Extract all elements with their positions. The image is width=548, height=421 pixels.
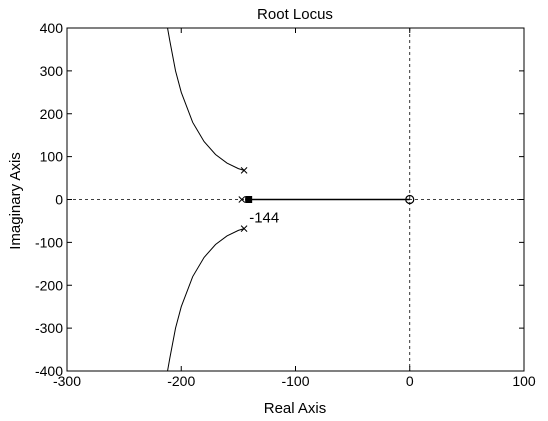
- x-tick-label: 100: [512, 373, 536, 389]
- x-tick-label: 0: [406, 373, 414, 389]
- locus-branch-lower: [167, 228, 245, 372]
- x-axis-label: Real Axis: [264, 400, 327, 417]
- y-tick-label: 0: [55, 192, 63, 208]
- x-tick-label: -200: [167, 373, 195, 389]
- y-tick-label: -200: [35, 277, 63, 293]
- y-tick-label: -300: [35, 320, 63, 336]
- zero-marker: [405, 194, 415, 205]
- y-tick-label: -400: [35, 363, 63, 379]
- y-axis-label: Imaginary Axis: [7, 152, 24, 250]
- y-tick-label: 200: [40, 106, 64, 122]
- pole-marker: [240, 166, 248, 174]
- y-tick-label: -100: [35, 234, 63, 250]
- y-tick-label: 100: [40, 149, 64, 165]
- y-tick-label: 400: [40, 20, 64, 36]
- pole-marker: [238, 196, 246, 203]
- x-tick-label: -300: [53, 373, 81, 389]
- chart-title: Root Locus: [257, 6, 333, 23]
- plot-area: -300 -200 -100 0 100-400-300-200-10001002003…: [35, 20, 536, 389]
- gain-annotation: -144: [249, 210, 279, 227]
- x-tick-label: -100: [281, 373, 309, 389]
- locus-branch-upper: [167, 27, 245, 171]
- closed-loop-pole-marker: [245, 196, 253, 203]
- y-tick-label: 300: [40, 63, 64, 79]
- pole-marker: [240, 225, 248, 233]
